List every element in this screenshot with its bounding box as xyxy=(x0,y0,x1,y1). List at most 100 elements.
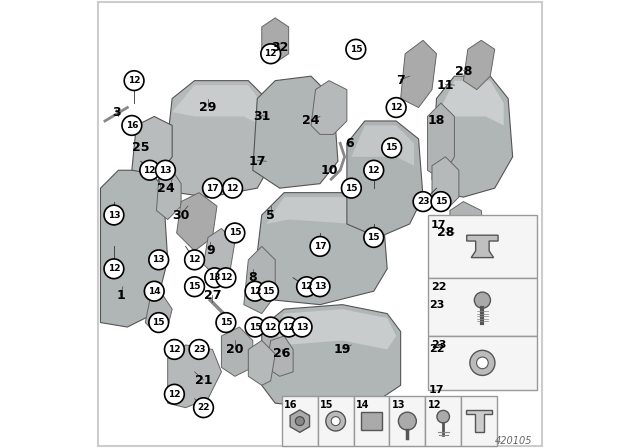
Text: 8: 8 xyxy=(248,271,257,284)
Polygon shape xyxy=(262,18,289,63)
Polygon shape xyxy=(132,116,172,175)
Text: 15: 15 xyxy=(262,287,275,296)
Text: 11: 11 xyxy=(436,78,454,92)
Circle shape xyxy=(413,192,433,211)
Text: 9: 9 xyxy=(206,244,214,258)
Circle shape xyxy=(203,178,222,198)
Circle shape xyxy=(387,98,406,117)
Text: 17: 17 xyxy=(429,385,444,395)
Text: 18: 18 xyxy=(428,114,445,128)
FancyBboxPatch shape xyxy=(389,396,425,446)
Circle shape xyxy=(297,277,316,297)
Circle shape xyxy=(164,384,184,404)
Polygon shape xyxy=(221,327,253,376)
Circle shape xyxy=(279,317,298,337)
Polygon shape xyxy=(311,81,347,134)
Text: 12: 12 xyxy=(220,273,232,282)
Circle shape xyxy=(261,317,280,337)
Polygon shape xyxy=(432,157,459,211)
Text: 19: 19 xyxy=(333,343,351,356)
Text: 12: 12 xyxy=(128,76,140,85)
Polygon shape xyxy=(244,246,275,314)
Text: 12: 12 xyxy=(264,323,277,332)
Text: 27: 27 xyxy=(204,289,221,302)
Text: 22: 22 xyxy=(429,345,444,354)
Text: 15: 15 xyxy=(435,197,447,206)
Circle shape xyxy=(245,317,265,337)
Text: 24: 24 xyxy=(302,114,320,128)
FancyBboxPatch shape xyxy=(353,396,389,446)
Polygon shape xyxy=(262,305,401,408)
Text: 29: 29 xyxy=(199,101,217,114)
Polygon shape xyxy=(145,296,172,332)
Circle shape xyxy=(342,178,361,198)
Text: 22: 22 xyxy=(431,282,447,292)
Polygon shape xyxy=(450,202,486,269)
Text: 12: 12 xyxy=(264,49,277,58)
Polygon shape xyxy=(401,40,436,108)
Text: 16: 16 xyxy=(284,400,298,410)
FancyBboxPatch shape xyxy=(282,396,317,446)
Text: 3: 3 xyxy=(112,105,120,119)
Text: 15: 15 xyxy=(249,323,261,332)
Text: 12: 12 xyxy=(282,323,295,332)
Circle shape xyxy=(122,116,141,135)
Circle shape xyxy=(205,268,225,288)
Circle shape xyxy=(164,340,184,359)
Text: 21: 21 xyxy=(195,374,212,388)
Polygon shape xyxy=(428,103,454,179)
Text: 7: 7 xyxy=(396,74,405,87)
Text: 420105: 420105 xyxy=(495,436,533,446)
Text: 23: 23 xyxy=(417,197,429,206)
Text: 12: 12 xyxy=(108,264,120,273)
Circle shape xyxy=(225,223,244,243)
Text: 10: 10 xyxy=(320,164,338,177)
Text: 28: 28 xyxy=(436,226,454,240)
Circle shape xyxy=(149,250,168,270)
Circle shape xyxy=(149,313,168,332)
Text: 5: 5 xyxy=(266,208,275,222)
Text: 25: 25 xyxy=(132,141,150,155)
Circle shape xyxy=(259,281,278,301)
Polygon shape xyxy=(351,125,414,166)
Circle shape xyxy=(398,412,417,430)
Polygon shape xyxy=(172,85,262,125)
Circle shape xyxy=(216,313,236,332)
Circle shape xyxy=(364,228,383,247)
Text: 12: 12 xyxy=(300,282,313,291)
Polygon shape xyxy=(266,336,293,376)
Polygon shape xyxy=(177,193,217,251)
Circle shape xyxy=(346,39,365,59)
Circle shape xyxy=(104,205,124,225)
Text: 13: 13 xyxy=(108,211,120,220)
Circle shape xyxy=(261,44,280,64)
Circle shape xyxy=(310,277,330,297)
Polygon shape xyxy=(467,235,498,258)
Circle shape xyxy=(194,398,213,418)
Text: 16: 16 xyxy=(125,121,138,130)
Text: 4: 4 xyxy=(166,181,174,195)
Text: 17: 17 xyxy=(431,220,447,229)
Circle shape xyxy=(189,340,209,359)
Text: 22: 22 xyxy=(197,403,210,412)
Circle shape xyxy=(104,259,124,279)
Polygon shape xyxy=(204,228,235,278)
Circle shape xyxy=(156,160,175,180)
Text: 2: 2 xyxy=(157,181,165,195)
FancyBboxPatch shape xyxy=(425,396,461,446)
Text: 15: 15 xyxy=(220,318,232,327)
Text: 1: 1 xyxy=(116,289,125,302)
Circle shape xyxy=(216,268,236,288)
Circle shape xyxy=(185,250,204,270)
Polygon shape xyxy=(347,121,423,237)
Text: 12: 12 xyxy=(367,166,380,175)
Text: 17: 17 xyxy=(314,242,326,251)
Polygon shape xyxy=(100,170,168,327)
Circle shape xyxy=(474,292,490,308)
Text: 13: 13 xyxy=(209,273,221,282)
Circle shape xyxy=(332,417,340,426)
Text: 15: 15 xyxy=(385,143,398,152)
Text: 13: 13 xyxy=(314,282,326,291)
Text: 15: 15 xyxy=(188,282,201,291)
Text: 6: 6 xyxy=(345,137,353,150)
